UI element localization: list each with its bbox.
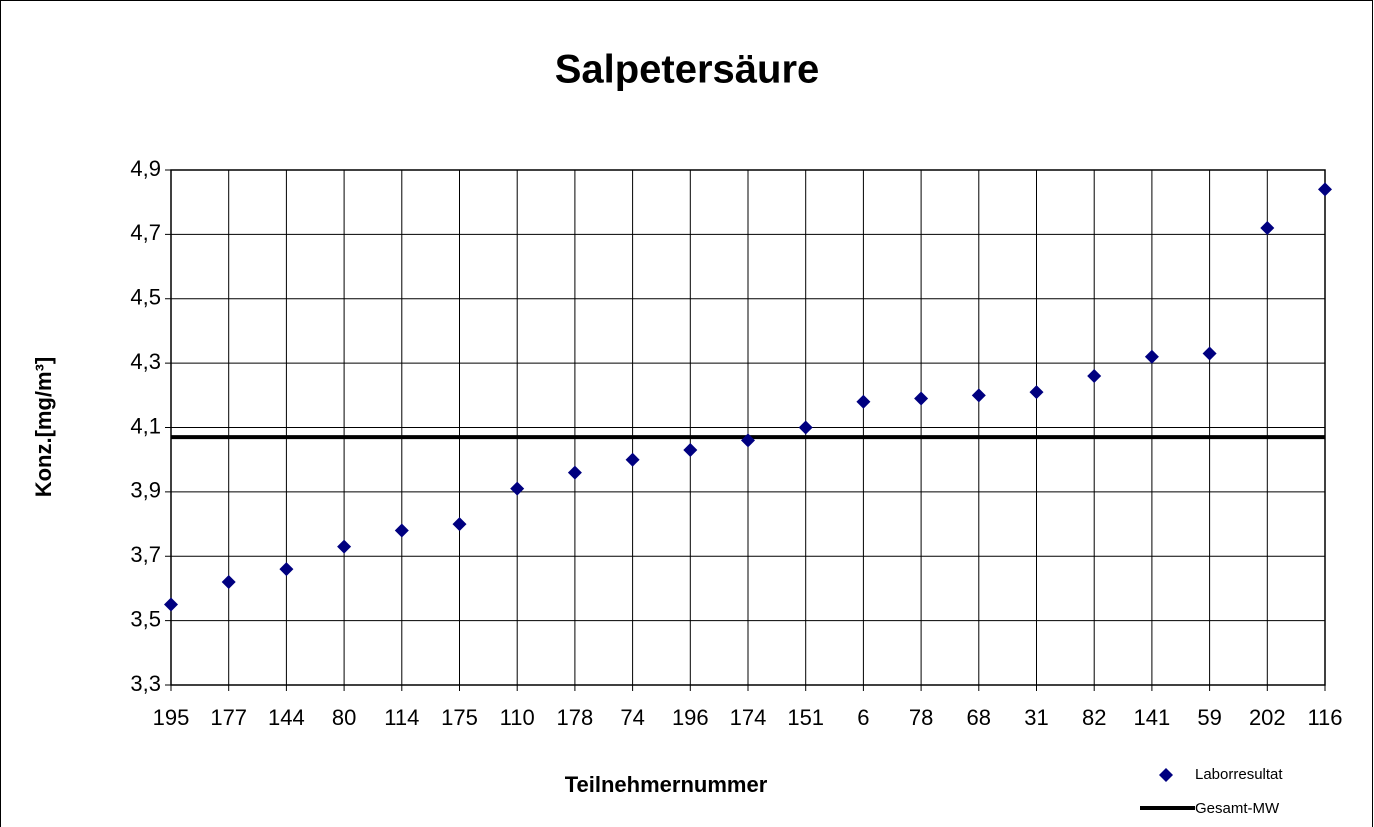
point [221,575,236,589]
x-tick-label: 144 [268,705,305,730]
point [1087,369,1102,383]
x-tick-label: 74 [620,705,644,730]
point [914,391,929,406]
x-tick-label: 116 [1307,705,1342,730]
point [452,517,467,532]
point [625,452,640,467]
point [971,388,986,403]
point [683,443,698,458]
point [1029,385,1044,400]
x-tick-label: 6 [857,705,869,730]
x-tick-label: 174 [730,705,767,730]
y-tick-label: 4,5 [130,285,161,310]
x-tick-label: 59 [1197,705,1221,730]
point [741,433,755,448]
point [279,562,294,577]
legend-label: Gesamt-MW [1195,800,1280,817]
x-tick-label: 196 [672,705,709,730]
x-tick-label: 141 [1134,705,1171,730]
y-axis-title: Konz.[mg/m³] [31,357,56,498]
x-tick-label: 110 [500,705,535,730]
y-tick-label: 4,9 [130,156,161,181]
x-tick-label: 82 [1082,705,1106,730]
y-tick-label: 3,3 [130,671,161,696]
x-tick-label: 177 [210,705,247,730]
x-axis-title: Teilnehmernummer [565,772,768,797]
point [1202,346,1217,361]
point [394,523,409,538]
y-tick-label: 4,1 [130,413,161,438]
x-tick-label: 31 [1024,705,1048,730]
chart-title: Salpetersäure [555,48,820,92]
legend-marker [1159,768,1173,782]
x-tick-label: 114 [384,705,419,730]
x-tick-label: 175 [441,705,478,730]
x-tick-label: 68 [967,705,991,730]
point [1144,349,1159,364]
x-tick-label: 78 [909,705,933,730]
point [337,539,352,554]
point [164,597,178,612]
legend-label: Laborresultat [1195,766,1283,783]
y-tick-label: 4,7 [130,220,161,245]
x-tick-label: 195 [153,705,190,730]
point [1260,220,1275,235]
x-tick-label: 202 [1249,705,1286,730]
point [510,481,525,496]
x-tick-label: 151 [787,705,824,730]
x-tick-label: 178 [557,705,594,730]
point [567,465,582,480]
y-tick-label: 3,5 [130,606,161,631]
point [1318,182,1332,197]
x-tick-label: 80 [332,705,356,730]
y-tick-label: 3,9 [130,478,161,503]
point [798,420,813,435]
y-tick-label: 3,7 [130,542,161,567]
y-tick-label: 4,3 [130,349,161,374]
point [856,394,871,409]
